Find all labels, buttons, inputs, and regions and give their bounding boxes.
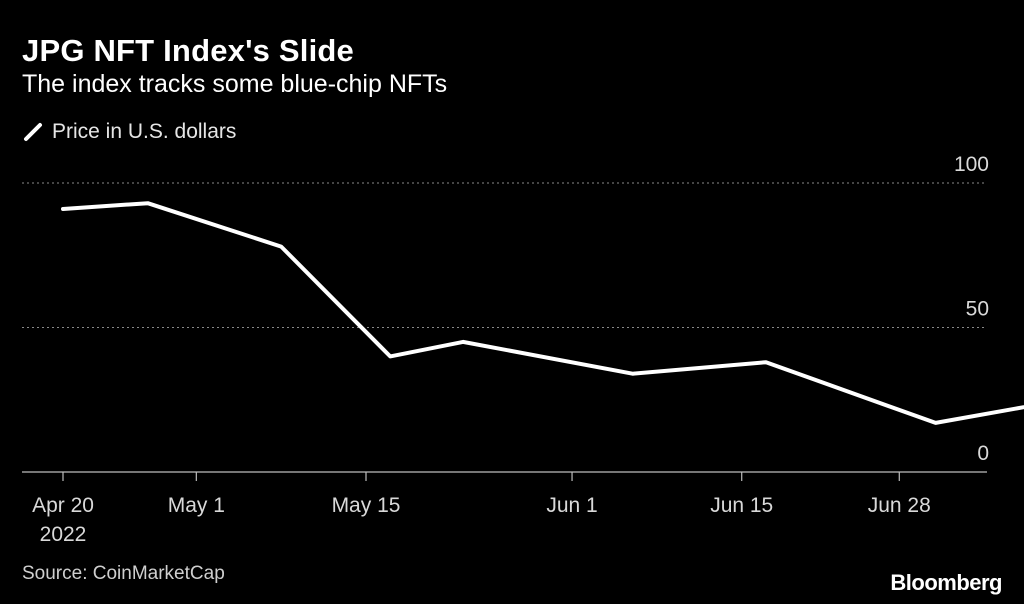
- series-line: [61, 201, 1024, 425]
- y-tick-label: 50: [966, 298, 989, 321]
- x-tick-label: May 1: [168, 494, 225, 517]
- x-tick-label: Apr 20: [32, 494, 94, 517]
- x-axis: Apr 20 2022 May 1 May 15 Jun 1 Jun 15 Jun 28: [22, 471, 987, 546]
- y-tick-label: 0: [977, 442, 989, 465]
- x-tick-sublabel: 2022: [40, 523, 87, 546]
- chart-title: JPG NFT Index's Slide: [22, 33, 354, 68]
- series-layer: [61, 201, 1024, 425]
- x-tick-label: Jun 15: [710, 494, 773, 517]
- x-tick-label: May 15: [332, 494, 401, 517]
- legend-line-icon: [24, 123, 42, 141]
- x-tick-label: Jun 28: [868, 494, 931, 517]
- legend-label: Price in U.S. dollars: [52, 120, 237, 143]
- y-axis: 0 50 100: [954, 153, 989, 465]
- chart-subtitle: The index tracks some blue-chip NFTs: [22, 70, 448, 98]
- x-tick-label: Jun 1: [546, 494, 597, 517]
- bloomberg-logo: Bloomberg: [890, 570, 1002, 595]
- gridlines: [22, 182, 987, 328]
- source-note: Source: CoinMarketCap: [22, 563, 225, 584]
- y-tick-label: 100: [954, 153, 989, 176]
- legend: Price in U.S. dollars: [22, 118, 236, 146]
